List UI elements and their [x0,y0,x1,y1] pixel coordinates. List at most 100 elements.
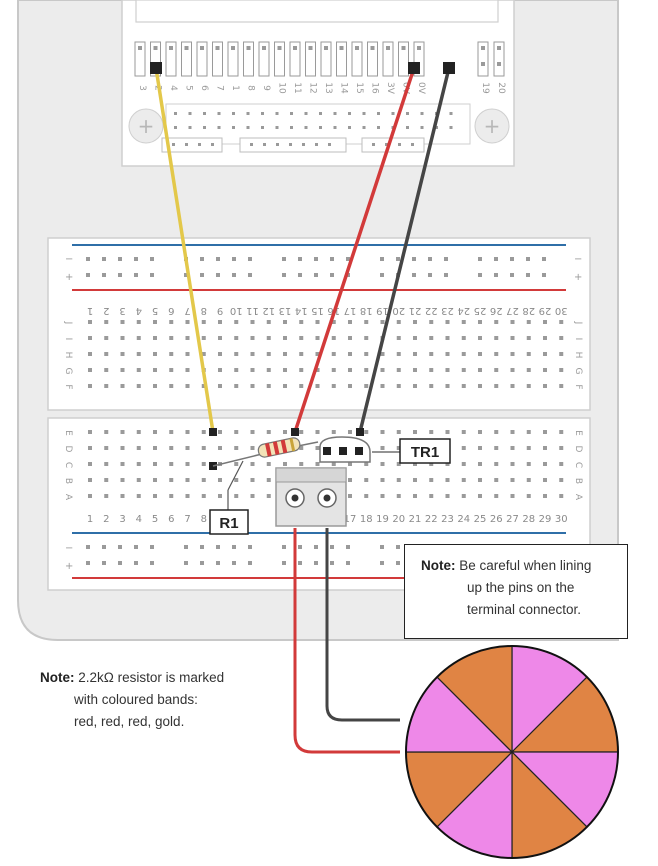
grid-hole [510,494,515,498]
grid-hole [169,336,174,340]
header-strip-hole [406,126,409,129]
grid-hole [234,446,239,450]
header-strip-hole [319,126,322,129]
grid-hole [104,368,109,372]
grid-hole [185,446,190,450]
grid-hole [88,352,92,356]
header-strip-hole [232,112,235,115]
grid-hole [461,430,466,434]
grid-hole [169,384,174,388]
rail-hole [298,561,302,565]
grid-hole [413,494,417,498]
grid-hole [218,478,222,482]
grid-hole [266,352,271,356]
grid-hole [201,384,206,388]
header-strip-hole [406,112,409,115]
header-pin [227,41,239,77]
header-strip-hole [263,143,266,146]
grid-hole [348,430,352,434]
grid-hole [510,368,515,372]
grid-hole [234,430,239,434]
header-pin-hole [231,46,235,50]
breadboard-upper: 1 2 3 4 5 6 7 8 9 10 11 12 13 14 15 16 17 18 19 20 21 22 23 24 2… [47,237,591,411]
header-strip-hole [333,112,337,115]
rail-hole [248,257,252,261]
grid-hole [494,494,499,498]
row-letter: G [63,368,73,375]
rail-hole [232,257,236,261]
grid-hole [153,320,157,324]
grid-hole [478,462,482,466]
grid-hole [299,430,304,434]
column-number: 4 [136,514,142,525]
header-pin [398,41,409,77]
grid-hole [299,446,304,450]
rail-hole [282,273,286,277]
grid-hole [315,368,320,372]
grid-hole [201,430,206,434]
column-number: 6 [168,514,174,525]
note-terminal-prefix: Note: [421,558,456,573]
rail-hole [86,561,90,565]
rail-hole [184,273,188,277]
wire-yellow [154,67,215,433]
grid-hole [559,446,564,450]
header-pin-label: 16 [370,82,380,94]
grid-hole [510,384,515,388]
grid-hole [120,368,125,372]
header-strip-hole [217,112,221,115]
rail-hole [428,257,432,261]
grid-hole [543,494,547,498]
grid-hole [445,430,450,434]
header-pin-hole [293,46,297,50]
header-pin-label: 20 [496,82,506,94]
disc-outline [405,645,619,859]
header-board: 3 2 4 5 6 7 1 8 9 10 11 12 13 14 15 16 3V 0V 0V 19 20 + + [121,0,515,167]
resistor-r1: R1 [209,437,319,535]
grid-hole [429,368,434,372]
column-number: 13 [279,305,292,316]
column-number: 3 [119,514,125,525]
rail-hole [494,273,498,277]
upper-row-letters: J J I I H H G G F F [63,321,583,390]
header-pin-hole [481,62,485,66]
grid-hole [413,368,417,372]
column-number: 28 [522,305,535,316]
grid-hole [299,384,304,388]
grid-hole [559,462,564,466]
grid-hole [543,430,547,434]
grid-hole [445,478,450,482]
grid-hole [88,336,92,340]
rail-plus-left-top: + [65,272,73,283]
column-number: 5 [152,305,158,316]
header-pin-hole [169,46,173,50]
grid-hole [266,320,271,324]
header-strip-hole [348,112,351,115]
grid-hole [234,494,239,498]
grid-hole [218,494,222,498]
header-strip [165,103,471,145]
grid-hole [104,494,109,498]
grid-hole [218,352,222,356]
rail-hole [444,257,448,261]
column-number: 17 [344,514,357,525]
grid-hole [266,430,271,434]
note-resistor-line3: red, red, red, gold. [74,714,185,729]
grid-hole [315,462,320,466]
grid-hole [526,336,531,340]
grid-hole [543,446,547,450]
grid-hole [201,352,206,356]
column-number: 18 [360,514,373,525]
grid-hole [559,320,564,324]
rail-hole [216,257,220,261]
header-pin-hole [324,46,328,50]
rail-hole [232,561,236,565]
header-strip-hole [411,143,414,146]
grid-hole [201,494,206,498]
grid-hole [201,446,206,450]
grid-hole [88,494,92,498]
header-strip-hole [275,112,279,115]
grid-hole [559,494,564,498]
grid-hole [136,352,141,356]
grid-hole [461,384,466,388]
